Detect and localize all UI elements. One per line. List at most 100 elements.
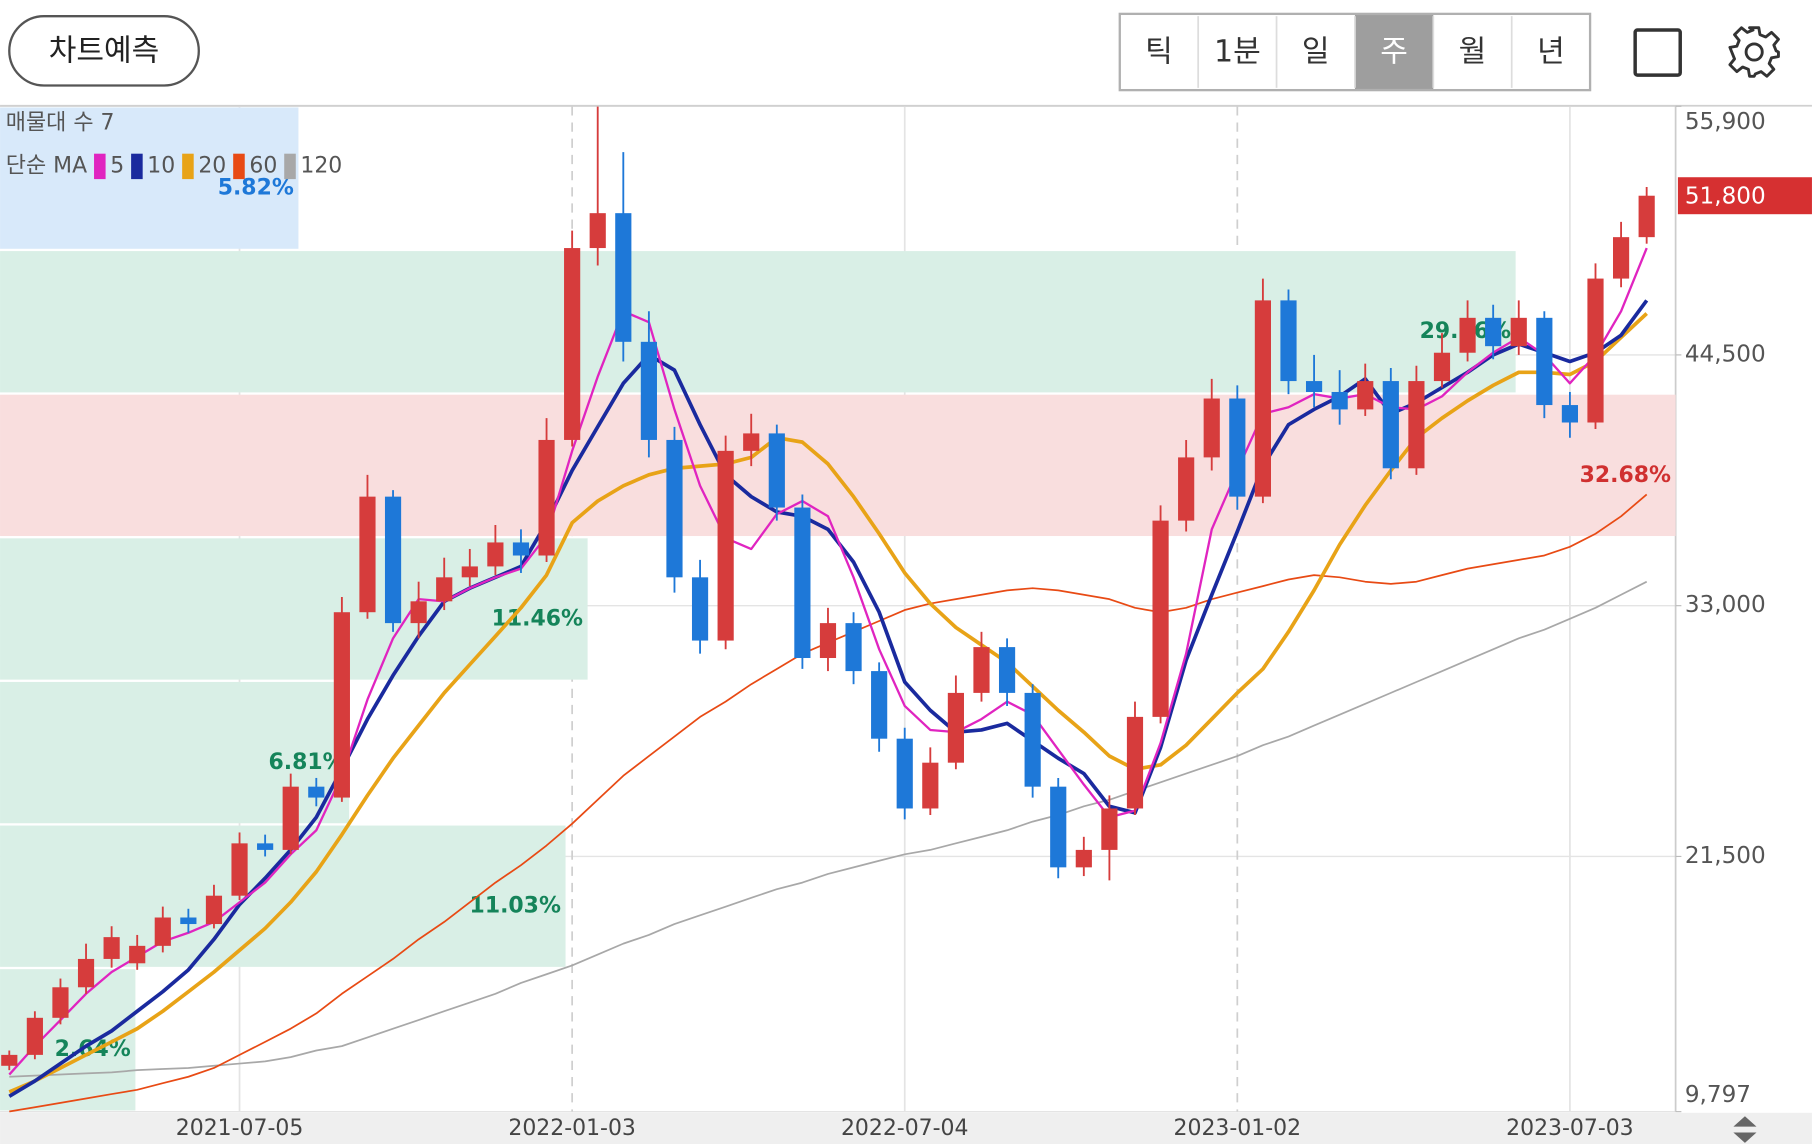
- tab[interactable]: 일: [1302, 35, 1330, 70]
- candle-body: [1075, 849, 1092, 868]
- tab-selected-bg[interactable]: [1354, 15, 1434, 89]
- gear-outline[interactable]: [1728, 26, 1780, 78]
- candle-body: [1536, 317, 1553, 406]
- candle-body: [512, 542, 530, 556]
- candle-body: [129, 945, 146, 964]
- candle-body: [1485, 317, 1502, 347]
- candle-body: [1178, 457, 1195, 521]
- legend-swatch: [131, 153, 143, 180]
- tab[interactable]: 틱: [1145, 35, 1173, 70]
- candle-body: [871, 671, 888, 739]
- y-tick-label: 55,900: [1685, 109, 1766, 135]
- settings-icon[interactable]: [1728, 26, 1780, 78]
- price-band-label: 11.46%: [492, 606, 583, 631]
- candle-body: [538, 439, 555, 556]
- candle-body: [1305, 381, 1323, 392]
- period-tabs: 틱 1분 일 주 월 년: [1118, 12, 1592, 92]
- candle-body: [77, 958, 95, 988]
- legend-swatch: [284, 153, 296, 180]
- legend-swatch: [233, 153, 245, 180]
- candle-body: [26, 1017, 43, 1055]
- candle-body: [615, 213, 632, 342]
- candle-body: [1510, 317, 1527, 347]
- tab[interactable]: 년: [1537, 35, 1565, 70]
- candle-body: [180, 917, 197, 925]
- candle-body: [1126, 716, 1144, 809]
- plot-area: 2.64%11.03%6.81%11.46%32.68%29.56%5.82%: [0, 99, 1677, 1113]
- price-tag: [1677, 177, 1812, 215]
- candle-body: [52, 987, 69, 1018]
- candle-body: [308, 786, 325, 798]
- candle-body: [998, 647, 1016, 693]
- scroll-arrows[interactable]: [1733, 1116, 1757, 1143]
- candle-body: [896, 738, 913, 809]
- candle-body: [1203, 398, 1220, 458]
- x-tick-label: 2023-01-02: [1174, 1116, 1302, 1141]
- tab[interactable]: 월: [1459, 35, 1487, 70]
- candle-body: [154, 917, 171, 946]
- candle-body: [1638, 195, 1655, 238]
- tab[interactable]: 주: [1380, 35, 1408, 70]
- candle-body: [410, 601, 427, 624]
- x-axis-strip: [0, 1112, 1812, 1144]
- x-tick-label: 2021-07-05: [176, 1116, 304, 1141]
- candle-body: [947, 692, 964, 763]
- y-tick-label: 9,797: [1685, 1082, 1751, 1108]
- gear-hub[interactable]: [1744, 42, 1764, 62]
- ma-legend-label: 단순 MA: [6, 153, 87, 178]
- candle-body: [1101, 808, 1118, 850]
- candle-body: [257, 843, 274, 850]
- legend-label: 60: [249, 153, 277, 178]
- candle-body: [1382, 381, 1399, 469]
- ma-line: [9, 580, 1648, 1078]
- candle-body: [1561, 405, 1579, 423]
- predict-button[interactable]: 차트예측: [8, 15, 200, 87]
- price-band-label: 11.03%: [470, 894, 561, 919]
- layout-icon[interactable]: [1633, 28, 1682, 77]
- price-tag-label: 51,800: [1685, 183, 1766, 209]
- tab[interactable]: 1분: [1214, 35, 1261, 70]
- candle-body: [1587, 278, 1604, 423]
- candle-body: [282, 786, 299, 850]
- candle-body: [1024, 692, 1041, 787]
- candle-body: [384, 496, 402, 624]
- candle-body: [768, 433, 785, 508]
- candle-body: [717, 450, 734, 641]
- candle-body: [1254, 300, 1271, 497]
- predict-button-frame[interactable]: [8, 15, 200, 87]
- candle-body: [1357, 381, 1374, 410]
- candle-body: [819, 623, 837, 659]
- candle-body: [1280, 300, 1297, 382]
- candle-body: [1612, 237, 1630, 279]
- x-axis: 2021-07-05 2022-01-03 2022-07-04 2023-01-02…: [176, 1116, 1634, 1141]
- x-tick-label: 2022-07-04: [841, 1116, 969, 1141]
- y-tick-label: 21,500: [1685, 843, 1766, 869]
- candle-body: [231, 843, 248, 896]
- legend-label: 10: [147, 153, 175, 178]
- legend-label: 120: [300, 153, 342, 178]
- legend-swatch: [94, 153, 106, 180]
- candle-body: [205, 895, 223, 925]
- candle-body: [333, 612, 350, 798]
- price-band-label: 6.81%: [268, 750, 344, 775]
- y-tick-label: 33,000: [1685, 592, 1766, 618]
- candle-body: [743, 433, 760, 451]
- candle-body: [487, 542, 504, 567]
- candle-body: [359, 496, 376, 613]
- candle-body: [1152, 520, 1169, 717]
- candle-body: [103, 937, 120, 959]
- candle-body: [1331, 391, 1348, 410]
- candle-body: [589, 213, 606, 249]
- candle-body: [1433, 352, 1451, 382]
- ma-line: [8, 247, 1648, 1076]
- candle-body: [1, 1054, 18, 1066]
- x-tick-label: 2022-01-03: [508, 1116, 636, 1141]
- candle-body: [922, 762, 939, 809]
- price-band: [0, 107, 299, 249]
- legend-label: 20: [198, 153, 226, 178]
- price-band-label: 5.82%: [218, 176, 294, 201]
- x-tick-label: 2023-07-03: [1506, 1116, 1634, 1141]
- predict-button-label[interactable]: 차트예측: [49, 34, 160, 69]
